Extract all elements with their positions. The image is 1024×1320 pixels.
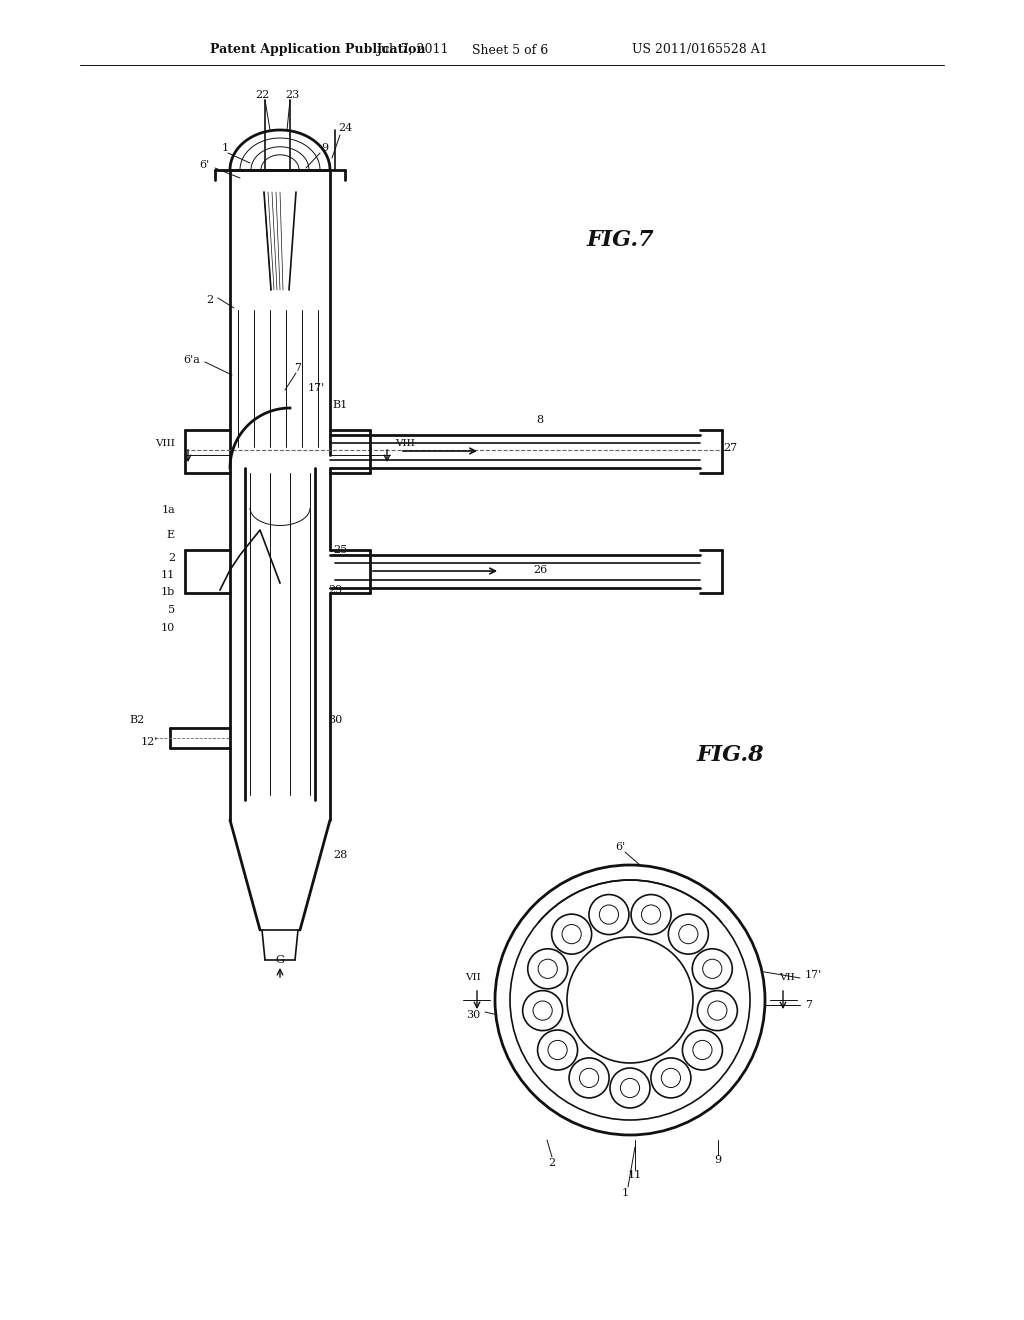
Text: 2: 2 [206, 294, 213, 305]
Text: 9: 9 [715, 1155, 722, 1166]
Text: 28: 28 [333, 850, 347, 861]
Text: US 2011/0165528 A1: US 2011/0165528 A1 [632, 44, 768, 57]
Text: 10: 10 [161, 623, 175, 634]
Circle shape [589, 895, 629, 935]
Text: 11: 11 [628, 1170, 642, 1180]
Text: 27: 27 [723, 444, 737, 453]
Text: 1a: 1a [161, 506, 175, 515]
Text: 5: 5 [168, 605, 175, 615]
Text: 26: 26 [532, 565, 547, 576]
Circle shape [631, 895, 671, 935]
Text: VII: VII [779, 974, 795, 982]
Text: 9: 9 [322, 143, 329, 153]
Text: 24: 24 [338, 123, 352, 133]
Circle shape [567, 937, 693, 1063]
Text: 6': 6' [614, 842, 625, 851]
Circle shape [669, 915, 709, 954]
Text: FIG.8: FIG.8 [696, 744, 764, 766]
Text: FIG.7: FIG.7 [586, 228, 653, 251]
Text: Patent Application Publication: Patent Application Publication [210, 44, 426, 57]
Circle shape [651, 1057, 691, 1098]
Text: VIII: VIII [395, 438, 415, 447]
Text: Sheet 5 of 6: Sheet 5 of 6 [472, 44, 548, 57]
Circle shape [610, 1068, 650, 1107]
Text: 11: 11 [161, 570, 175, 579]
Circle shape [510, 880, 750, 1119]
Text: B1: B1 [333, 400, 347, 411]
Text: B2: B2 [130, 715, 145, 725]
Text: 6'a: 6'a [183, 355, 200, 366]
Circle shape [569, 1057, 609, 1098]
Circle shape [682, 1030, 722, 1071]
Text: 23: 23 [285, 90, 299, 100]
Circle shape [538, 1030, 578, 1071]
Circle shape [527, 949, 567, 989]
Text: 7: 7 [295, 363, 301, 374]
Text: 6': 6' [200, 160, 210, 170]
Text: Jul. 7, 2011: Jul. 7, 2011 [376, 44, 449, 57]
Text: 30: 30 [328, 715, 342, 725]
Circle shape [692, 949, 732, 989]
Text: 1: 1 [221, 143, 228, 153]
Circle shape [552, 915, 592, 954]
Text: 25: 25 [333, 545, 347, 554]
Text: 17': 17' [307, 383, 325, 393]
Text: E: E [167, 531, 175, 540]
Text: 22: 22 [255, 90, 269, 100]
Text: G: G [275, 954, 285, 965]
Text: VII: VII [465, 974, 481, 982]
Text: 2: 2 [549, 1158, 556, 1168]
Text: 12': 12' [140, 737, 158, 747]
Text: 2: 2 [168, 553, 175, 564]
Circle shape [697, 990, 737, 1031]
Circle shape [495, 865, 765, 1135]
Text: 30: 30 [466, 1010, 480, 1020]
Text: 17': 17' [805, 970, 822, 979]
Circle shape [522, 990, 562, 1031]
Text: 29: 29 [328, 585, 342, 595]
Text: VIII: VIII [155, 438, 175, 447]
Text: 8: 8 [537, 414, 544, 425]
Text: 1: 1 [622, 1188, 629, 1199]
Text: 7: 7 [805, 1001, 812, 1010]
Text: 1b: 1b [161, 587, 175, 597]
